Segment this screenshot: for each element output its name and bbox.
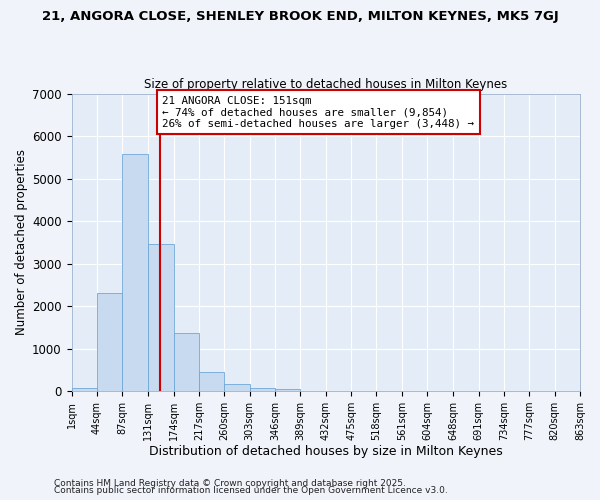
Bar <box>122 154 148 391</box>
Text: 21 ANGORA CLOSE: 151sqm
← 74% of detached houses are smaller (9,854)
26% of semi: 21 ANGORA CLOSE: 151sqm ← 74% of detache… <box>163 96 475 129</box>
Text: 21, ANGORA CLOSE, SHENLEY BROOK END, MILTON KEYNES, MK5 7GJ: 21, ANGORA CLOSE, SHENLEY BROOK END, MIL… <box>41 10 559 23</box>
Text: Contains HM Land Registry data © Crown copyright and database right 2025.: Contains HM Land Registry data © Crown c… <box>54 478 406 488</box>
Title: Size of property relative to detached houses in Milton Keynes: Size of property relative to detached ho… <box>144 78 508 91</box>
Bar <box>275 390 301 391</box>
Bar <box>199 372 224 391</box>
X-axis label: Distribution of detached houses by size in Milton Keynes: Distribution of detached houses by size … <box>149 444 503 458</box>
Bar <box>224 384 250 391</box>
Y-axis label: Number of detached properties: Number of detached properties <box>15 150 28 336</box>
Bar <box>148 244 173 391</box>
Bar <box>97 294 122 391</box>
Bar <box>173 334 199 391</box>
Text: Contains public sector information licensed under the Open Government Licence v3: Contains public sector information licen… <box>54 486 448 495</box>
Bar <box>71 388 97 391</box>
Bar <box>250 388 275 391</box>
